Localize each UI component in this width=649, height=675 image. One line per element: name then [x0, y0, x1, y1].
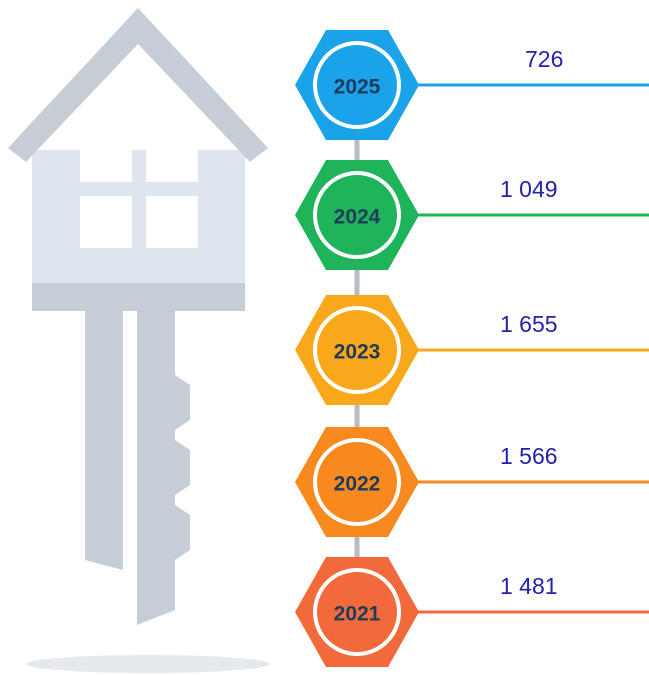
house-key: [8, 8, 270, 673]
year: 2023: [334, 341, 381, 364]
window: [146, 196, 198, 248]
window: [80, 130, 132, 182]
ring: [313, 438, 401, 526]
year: 2021: [334, 603, 381, 626]
year: 2025: [334, 76, 381, 99]
ring: [313, 568, 401, 656]
ring: [313, 41, 401, 129]
value-label: 1 566: [500, 443, 558, 469]
year: 2022: [334, 473, 381, 496]
ring: [313, 171, 401, 259]
value-label: 1 481: [500, 573, 558, 599]
window: [80, 196, 132, 248]
house-band: [32, 283, 245, 311]
value-label: 726: [525, 46, 563, 72]
window: [146, 130, 198, 182]
timeline: 2025 726 2024 1 049 2023 1 655 2022 1 566 2021 1 …: [295, 30, 649, 667]
year: 2024: [334, 206, 381, 229]
value-label: 1 049: [500, 176, 558, 202]
key-shaft-left: [85, 300, 123, 570]
key-shaft-right: [137, 300, 190, 625]
roof: [8, 8, 268, 162]
shadow: [26, 655, 270, 673]
house-body: [32, 150, 245, 285]
ring: [313, 306, 401, 394]
value-label: 1 655: [500, 311, 558, 337]
